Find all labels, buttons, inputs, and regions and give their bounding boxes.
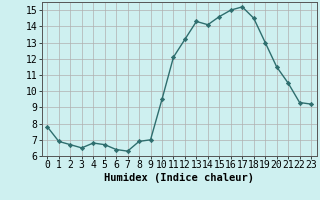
X-axis label: Humidex (Indice chaleur): Humidex (Indice chaleur) [104, 173, 254, 183]
